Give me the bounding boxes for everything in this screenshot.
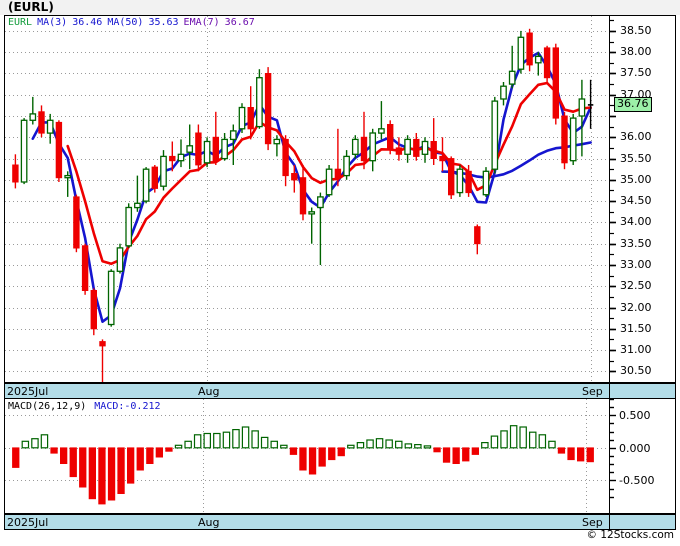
price-axis-label: 38.00 xyxy=(620,45,652,59)
price-axis-label: 31.50 xyxy=(620,321,652,335)
macd-axis-ticks xyxy=(610,399,616,499)
macd-value: MACD:-0.212 xyxy=(94,401,161,412)
price-axis-label: 38.50 xyxy=(620,23,652,37)
legend-symbol: EURL xyxy=(8,17,33,28)
macd-label: MACD(26,12,9) xyxy=(8,401,87,412)
price-axis-label: 33.50 xyxy=(620,236,652,250)
macd-axis-label: 0.500 xyxy=(619,409,651,423)
legend-ma50-value: 35.63 xyxy=(148,17,179,28)
legend-ema7-label: EMA(7) xyxy=(183,17,220,28)
price-axis-label: 37.50 xyxy=(620,66,652,80)
legend-ma50-label: MA(50) xyxy=(107,17,144,28)
date-axis-label: Sep xyxy=(582,516,603,529)
price-chart-canvas xyxy=(5,16,609,382)
legend-ma3-value: 36.46 xyxy=(72,17,103,28)
price-axis-label: 36.00 xyxy=(620,130,652,144)
date-axis-label: Aug xyxy=(198,385,220,398)
macd-chart-panel[interactable] xyxy=(4,399,610,514)
price-axis-label: 34.50 xyxy=(620,194,652,208)
date-axis-top: 2025JulAugSepOct xyxy=(4,383,610,399)
date-axis-top-right-pad xyxy=(610,383,676,399)
current-price-badge: 36.76 xyxy=(614,96,652,112)
macd-axis-panel xyxy=(610,399,676,514)
price-axis-label: 35.00 xyxy=(620,172,652,186)
date-axis-label: 2025Jul xyxy=(7,385,49,398)
price-axis-label: 34.00 xyxy=(620,215,652,229)
macd-axis-label: -0.500 xyxy=(619,474,655,488)
copyright-notice: © 12Stocks.com xyxy=(586,529,675,541)
price-axis-panel xyxy=(610,15,676,383)
macd-axis-label: 0.000 xyxy=(619,441,651,455)
macd-chart-canvas xyxy=(5,399,609,513)
date-axis-label: 2025Jul xyxy=(7,516,49,529)
page-title: (EURL) xyxy=(8,0,54,14)
date-axis-bottom-right-pad xyxy=(610,514,676,530)
price-axis-label: 31.00 xyxy=(620,343,652,357)
price-chart-panel[interactable] xyxy=(4,15,610,383)
price-axis-label: 33.00 xyxy=(620,257,652,271)
price-axis-ticks xyxy=(610,19,616,373)
date-axis-label: Sep xyxy=(582,385,603,398)
legend-ema7-value: 36.67 xyxy=(224,17,255,28)
legend-ma3-label: MA(3) xyxy=(37,17,68,28)
title-bar: (EURL) xyxy=(0,0,680,15)
macd-legend: MACD(26,12,9) MACD:-0.212 xyxy=(8,401,161,412)
price-axis-label: 32.50 xyxy=(620,279,652,293)
price-axis-label: 35.50 xyxy=(620,151,652,165)
price-legend: EURL MA(3) 36.46 MA(50) 35.63 EMA(7) 36.67 xyxy=(8,16,260,28)
price-axis-label: 30.50 xyxy=(620,364,652,378)
date-axis-label: Aug xyxy=(198,516,220,529)
price-axis-label: 37.00 xyxy=(620,87,652,101)
price-axis-label: 32.00 xyxy=(620,300,652,314)
date-axis-bottom: 2025JulAugSepOct xyxy=(4,514,610,530)
